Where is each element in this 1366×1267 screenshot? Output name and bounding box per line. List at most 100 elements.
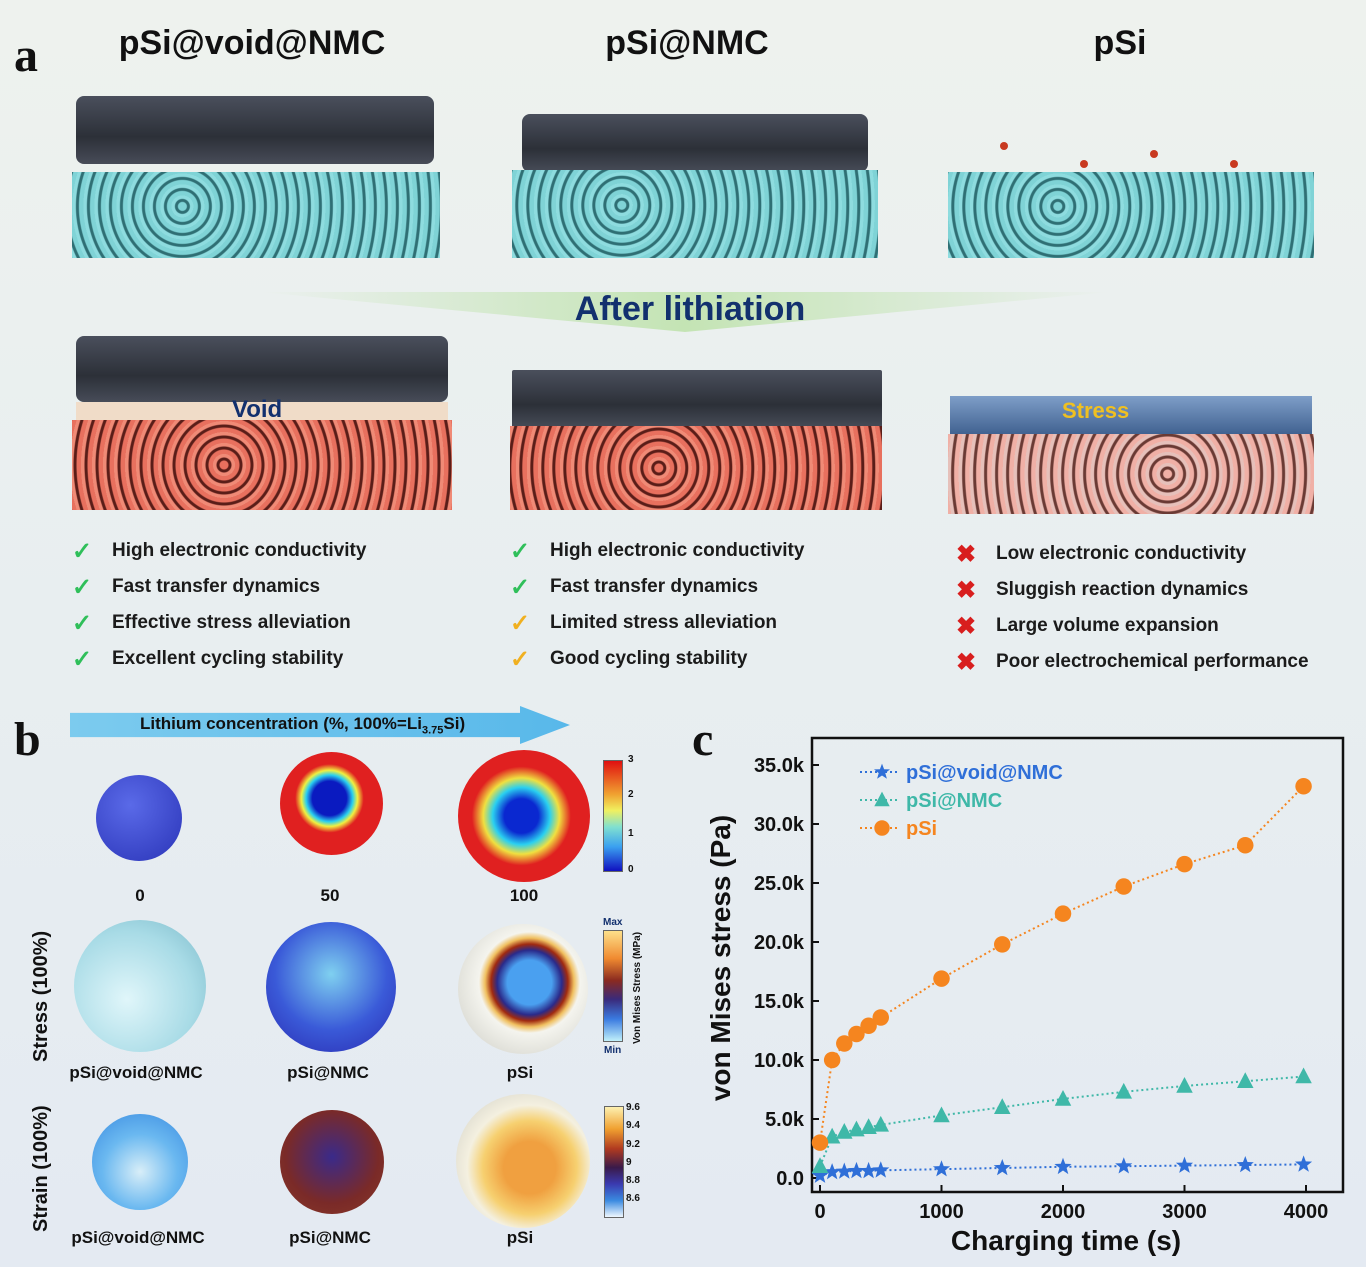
concentration-label: 50 [320, 886, 340, 905]
y-tick-label: 10.0k [754, 1050, 805, 1072]
data-point-star [811, 1166, 829, 1183]
x-tick-label: 2000 [1041, 1201, 1086, 1223]
nmc-shell-before-2 [522, 114, 868, 172]
x-axis-label: Charging time (s) [951, 1225, 1181, 1256]
x-tick-label: 0 [814, 1201, 825, 1223]
colorbar-tick: 0 [628, 864, 634, 875]
colorbar-tick: 9.4 [626, 1120, 640, 1131]
colorbar-max: Max [603, 917, 623, 928]
nmc-shell-after-1 [76, 336, 448, 402]
panel-a-label: a [14, 29, 38, 82]
data-point-circle [1237, 836, 1254, 854]
colorbar-tick: 1 [628, 828, 634, 839]
data-point-star [1054, 1157, 1072, 1175]
cross-icon: ✖ [956, 540, 977, 568]
stress-label: Stress [1062, 398, 1130, 423]
y-tick-label: 0.0 [776, 1168, 804, 1190]
arrow-label: Lithium concentration (%, 100%=Li3.75Si) [140, 714, 465, 736]
feature: Good cycling stability [550, 648, 748, 669]
data-point-circle [1295, 777, 1312, 795]
partial-check-icon: ✓ [510, 645, 531, 673]
strain-sphere-psi [456, 1094, 590, 1228]
x-tick-label: 1000 [919, 1201, 964, 1223]
stress-sphere-void-nmc [74, 920, 206, 1052]
data-point-triangle [860, 1118, 877, 1135]
data-point-circle [811, 1134, 829, 1151]
psi-layer-before-1 [72, 172, 440, 258]
data-point-star [835, 1162, 853, 1179]
data-point-triangle [823, 1127, 841, 1144]
data-point-triangle [874, 791, 890, 807]
series-line [819, 785, 1305, 1143]
feature: Poor electrochemical performance [996, 651, 1309, 672]
data-point-circle [872, 1009, 889, 1026]
cracked-layer-3 [950, 396, 1312, 436]
strain-sphere-void-nmc [92, 1114, 188, 1210]
feature: Fast transfer dynamics [550, 576, 759, 597]
data-point-circle [848, 1025, 865, 1043]
check-icon: ✓ [72, 573, 93, 601]
data-point-triangle [1054, 1089, 1072, 1106]
data-point-star [872, 1161, 890, 1178]
feature: Limited stress alleviation [550, 612, 778, 633]
colorbar-tick: 9.6 [626, 1102, 640, 1113]
partial-check-icon: ✓ [510, 609, 531, 637]
data-point-triangle [811, 1157, 829, 1173]
x-tick-label: 4000 [1284, 1201, 1329, 1223]
y-tick-label: 5.0k [765, 1109, 805, 1131]
y-tick-label: 30.0k [754, 814, 805, 836]
feature: High electronic conductivity [112, 540, 367, 561]
void-label: Void [232, 396, 283, 423]
colorbar-tick: 8.8 [626, 1175, 640, 1186]
concentration-label: 100 [509, 886, 539, 905]
sample-label: pSi@NMC [289, 1228, 371, 1247]
psi-layer-before-2 [512, 170, 878, 258]
colorbar-tick: 8.6 [626, 1193, 640, 1204]
data-point-circle [1054, 905, 1072, 922]
data-point-triangle [1115, 1082, 1132, 1099]
data-point-circle [874, 820, 890, 836]
lithium-ion [1080, 160, 1088, 168]
data-point-triangle [994, 1098, 1011, 1114]
cracked-nmc-shell-2 [512, 370, 882, 428]
y-tick-label: 35.0k [754, 755, 805, 777]
column-title-2: pSi@NMC [605, 24, 769, 62]
data-point-triangle [1176, 1076, 1193, 1093]
data-point-circle [823, 1051, 841, 1069]
check-icon: ✓ [72, 537, 93, 565]
sample-label: pSi [506, 1228, 534, 1247]
psi-layer-before-3 [948, 172, 1314, 258]
colorbar-min: Min [604, 1045, 622, 1056]
sphere-concentration-100 [458, 750, 590, 882]
feature: Excellent cycling stability [112, 648, 344, 669]
check-icon: ✓ [72, 609, 93, 637]
strain-sphere-nmc [280, 1110, 384, 1214]
column-title-3: pSi [1093, 24, 1147, 62]
data-point-star [1236, 1156, 1254, 1173]
cross-icon: ✖ [956, 648, 977, 676]
lithium-ion [1000, 142, 1008, 150]
check-icon: ✓ [72, 645, 93, 673]
check-icon: ✓ [510, 573, 531, 601]
feature: High electronic conductivity [550, 540, 805, 561]
panel-b-label: b [14, 713, 41, 766]
data-point-circle [1176, 855, 1193, 873]
cross-icon: ✖ [956, 612, 977, 640]
data-point-triangle [933, 1106, 950, 1123]
legend-label: pSi@NMC [906, 790, 1002, 812]
stress-sphere-nmc [266, 922, 396, 1052]
sphere-concentration-50 [280, 752, 383, 855]
data-point-circle [836, 1035, 853, 1052]
sample-label: pSi@NMC [287, 1063, 369, 1082]
data-point-star [993, 1159, 1011, 1176]
feature: Effective stress alleviation [112, 612, 351, 633]
column-title-1: pSi@void@NMC [118, 24, 386, 62]
data-point-star [847, 1161, 865, 1179]
feature-list-3: ✖ Low electronic conductivity ✖ Sluggish r… [956, 536, 1309, 680]
arrow-label-end: Si) [443, 714, 466, 733]
feature: Low electronic conductivity [996, 543, 1247, 564]
sphere-concentration-0 [96, 775, 182, 861]
stress-sphere-psi [458, 924, 588, 1054]
feature: Sluggish reaction dynamics [996, 579, 1249, 600]
feature: Fast transfer dynamics [112, 576, 321, 597]
